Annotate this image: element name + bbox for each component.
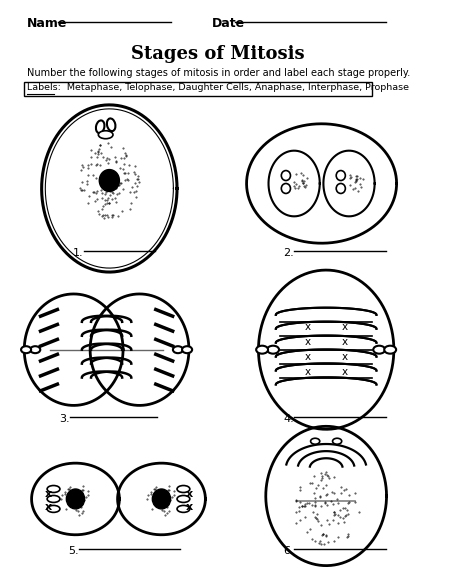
Circle shape bbox=[99, 169, 119, 192]
Text: x: x bbox=[305, 337, 311, 347]
Text: x: x bbox=[305, 352, 311, 361]
Text: 1.: 1. bbox=[73, 248, 83, 258]
Ellipse shape bbox=[177, 506, 190, 512]
Text: Stages of Mitosis: Stages of Mitosis bbox=[131, 45, 305, 63]
Ellipse shape bbox=[384, 345, 396, 353]
Text: x: x bbox=[341, 322, 347, 332]
Ellipse shape bbox=[177, 486, 190, 492]
Ellipse shape bbox=[173, 346, 183, 353]
Text: 2.: 2. bbox=[283, 248, 294, 258]
Text: x: x bbox=[45, 489, 52, 499]
Text: x: x bbox=[305, 367, 311, 377]
Ellipse shape bbox=[310, 438, 320, 444]
Text: Number the following stages of mitosis in order and label each stage properly.: Number the following stages of mitosis i… bbox=[27, 68, 410, 78]
Ellipse shape bbox=[177, 495, 190, 502]
Ellipse shape bbox=[47, 486, 60, 492]
Text: Name: Name bbox=[27, 17, 67, 30]
Text: 4.: 4. bbox=[283, 414, 294, 425]
Text: x: x bbox=[305, 322, 311, 332]
Circle shape bbox=[66, 489, 85, 509]
Ellipse shape bbox=[333, 438, 342, 444]
Ellipse shape bbox=[267, 345, 279, 353]
Ellipse shape bbox=[47, 506, 60, 512]
Ellipse shape bbox=[96, 120, 104, 133]
Ellipse shape bbox=[373, 345, 385, 353]
Text: x: x bbox=[45, 502, 52, 512]
Text: x: x bbox=[341, 352, 347, 361]
Circle shape bbox=[152, 489, 171, 509]
Ellipse shape bbox=[182, 346, 192, 353]
Text: 3.: 3. bbox=[59, 414, 70, 425]
Text: 5.: 5. bbox=[68, 545, 79, 556]
Circle shape bbox=[282, 184, 291, 193]
Text: 6.: 6. bbox=[283, 545, 294, 556]
Circle shape bbox=[336, 184, 346, 193]
Ellipse shape bbox=[47, 495, 60, 502]
Text: x: x bbox=[341, 337, 347, 347]
Ellipse shape bbox=[99, 131, 113, 139]
Circle shape bbox=[282, 170, 291, 181]
Ellipse shape bbox=[256, 345, 268, 353]
Circle shape bbox=[336, 170, 346, 181]
Text: x: x bbox=[185, 489, 192, 499]
Ellipse shape bbox=[21, 346, 31, 353]
Text: x: x bbox=[185, 502, 192, 512]
Ellipse shape bbox=[107, 119, 116, 131]
Text: Labels:  Metaphase, Telophase, Daughter Cells, Anaphase, Interphase, Prophase: Labels: Metaphase, Telophase, Daughter C… bbox=[27, 83, 409, 92]
Ellipse shape bbox=[30, 346, 40, 353]
FancyBboxPatch shape bbox=[24, 82, 372, 96]
Text: Date: Date bbox=[212, 17, 245, 30]
Text: x: x bbox=[341, 367, 347, 377]
